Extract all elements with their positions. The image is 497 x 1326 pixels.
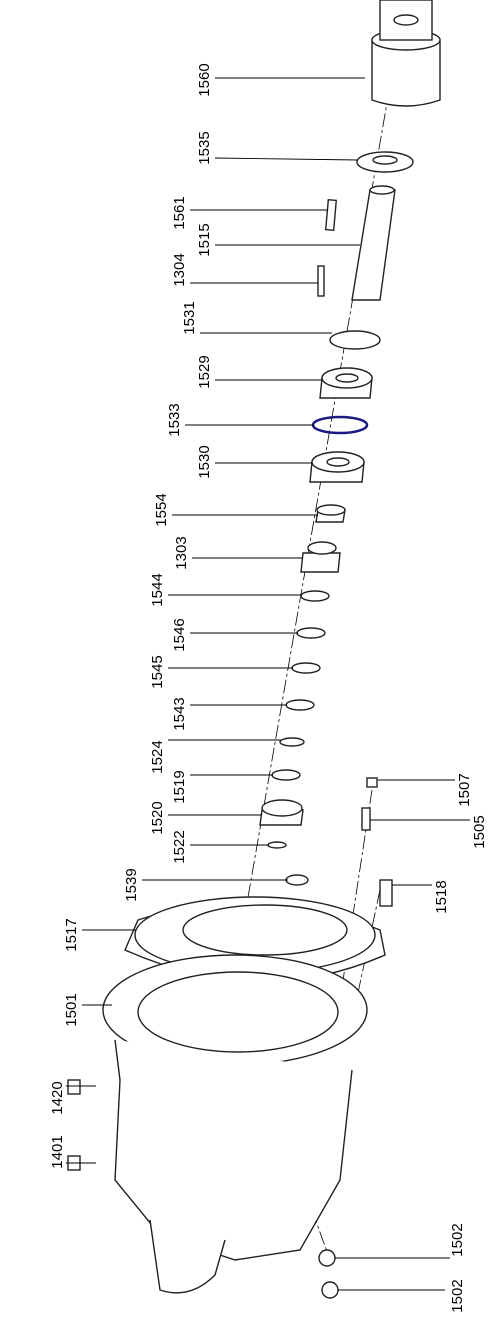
part-number: 1303 (173, 536, 190, 569)
part-number: 1420 (49, 1081, 66, 1114)
part-number: 1543 (171, 697, 188, 730)
part-number: 1519 (171, 770, 188, 803)
parts (67, 0, 441, 1299)
part-number: 1546 (171, 618, 188, 651)
callouts: 1560 1535 1561 1515 1304 1531 1529 1533 1530 1554… (49, 63, 488, 1312)
part-number: 1531 (181, 301, 198, 334)
part-number: 1517 (63, 918, 80, 951)
part-number: 1544 (149, 573, 166, 606)
part-number: 1515 (196, 223, 213, 256)
part-number: 1304 (171, 253, 188, 286)
part-number: 1502 (449, 1223, 466, 1256)
leader-line (214, 157, 359, 161)
part-number: 1530 (196, 445, 213, 478)
part-number: 1401 (49, 1135, 66, 1168)
part-number: 1560 (196, 63, 213, 96)
part-number: 1561 (171, 196, 188, 229)
part-number: 1501 (63, 993, 80, 1026)
part-number: 1520 (149, 801, 166, 834)
part-number: 1533 (166, 403, 183, 436)
part-number: 1539 (123, 868, 140, 901)
part-number: 1505 (471, 815, 488, 848)
part-number: 1507 (456, 773, 473, 806)
part-number: 1554 (153, 493, 170, 526)
part-number: 1545 (149, 655, 166, 688)
part-number: 1522 (171, 830, 188, 863)
part-number: 1535 (196, 131, 213, 164)
part-number: 1524 (149, 740, 166, 773)
part-number: 1529 (196, 355, 213, 388)
part-number: 1518 (433, 880, 450, 913)
part-number: 1502 (449, 1279, 466, 1312)
